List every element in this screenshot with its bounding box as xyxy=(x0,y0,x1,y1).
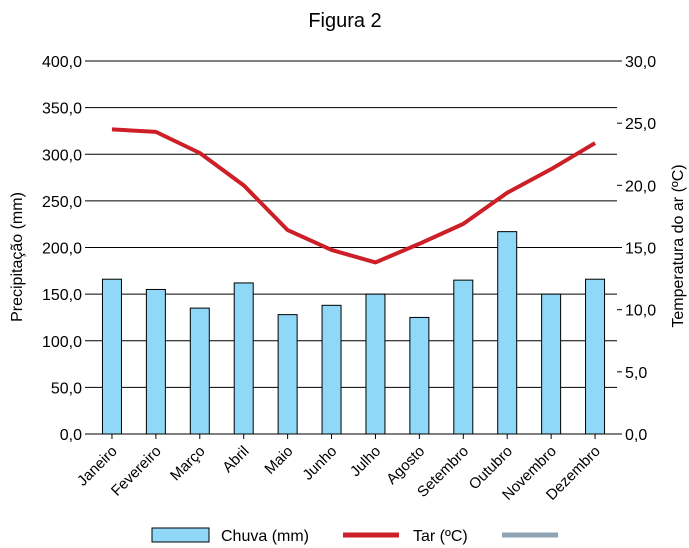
legend-swatch-chuva xyxy=(151,527,210,543)
y-tick-label-right: 20,0 xyxy=(625,178,656,195)
y-tick-label-left: 250,0 xyxy=(42,194,82,211)
bar xyxy=(585,278,606,435)
legend-label-chuva: Chuva (mm) xyxy=(221,528,309,545)
bar xyxy=(409,316,430,435)
x-tick-label: Abril xyxy=(219,443,252,476)
bar xyxy=(321,304,342,435)
x-tick-label: Março xyxy=(167,443,208,484)
y-tick-label-left: 300,0 xyxy=(42,147,82,164)
line-series xyxy=(111,127,597,265)
bar xyxy=(277,314,298,435)
y-tick-label-right: 10,0 xyxy=(625,303,656,320)
gridlines xyxy=(90,60,617,435)
y-axis-left: 0,0 50,0 100,0 150,0 200,0 250,0 300,0 350,0 400… xyxy=(42,54,90,444)
x-tick-label: Junho xyxy=(299,443,340,484)
y-tick-label-right: 25,0 xyxy=(625,116,656,133)
y-tick-label-right: 30,0 xyxy=(625,54,656,71)
y-axis-right: 0,0 5,0 10,0 15,0 20,0 25,0 30,0 xyxy=(617,54,656,444)
chart-title: Figura 2 xyxy=(308,10,381,32)
y-tick-label-left: 50,0 xyxy=(51,380,82,397)
bar xyxy=(541,293,562,435)
bar xyxy=(453,279,474,435)
bar xyxy=(497,231,518,435)
y-tick-label-left: 400,0 xyxy=(42,54,82,71)
y-tick-label-right: 0,0 xyxy=(625,427,647,444)
y-tick-label-left: 0,0 xyxy=(60,427,82,444)
bar xyxy=(145,288,166,435)
y-tick-label-left: 350,0 xyxy=(42,101,82,118)
bar xyxy=(233,282,254,435)
bar xyxy=(101,278,122,435)
temperature-line xyxy=(111,127,597,265)
y-tick-label-left: 200,0 xyxy=(42,241,82,258)
y-axis-right-label: Temperatura do ar (ºC) xyxy=(670,164,687,327)
y-tick-label-right: 5,0 xyxy=(625,365,647,382)
bar xyxy=(365,293,386,435)
legend: Chuva (mm) Tar (ºC) xyxy=(151,527,558,545)
legend-label-tar: Tar (ºC) xyxy=(413,528,468,545)
y-tick-label-left: 100,0 xyxy=(42,334,82,351)
y-tick-label-left: 150,0 xyxy=(42,287,82,304)
y-axis-left-label: Precipitação (mm) xyxy=(9,192,26,322)
bar-series xyxy=(101,231,606,435)
x-tick-label: Julho xyxy=(347,443,384,480)
bar xyxy=(189,307,210,435)
y-tick-label-right: 15,0 xyxy=(625,241,656,258)
x-tick-label: Maio xyxy=(261,443,296,478)
